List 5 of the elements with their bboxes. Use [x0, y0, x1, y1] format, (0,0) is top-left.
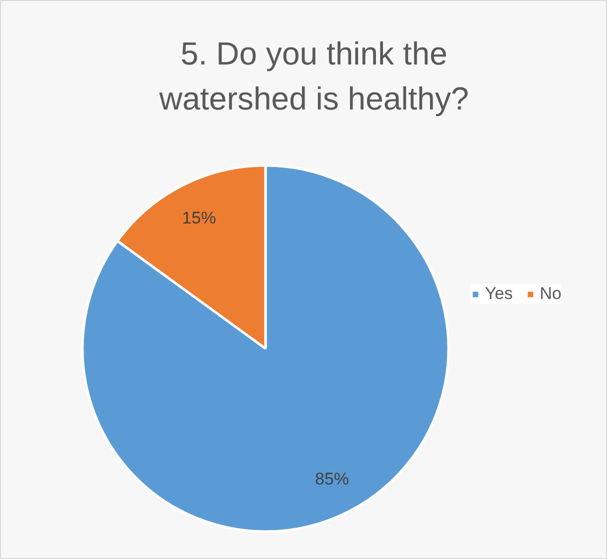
legend-label: No	[540, 284, 562, 304]
legend-label: Yes	[485, 284, 513, 304]
chart-title: 5. Do you think the watershed is healthy?	[158, 36, 469, 116]
data-label: 85%	[314, 469, 349, 488]
data-label: 15%	[182, 208, 216, 228]
